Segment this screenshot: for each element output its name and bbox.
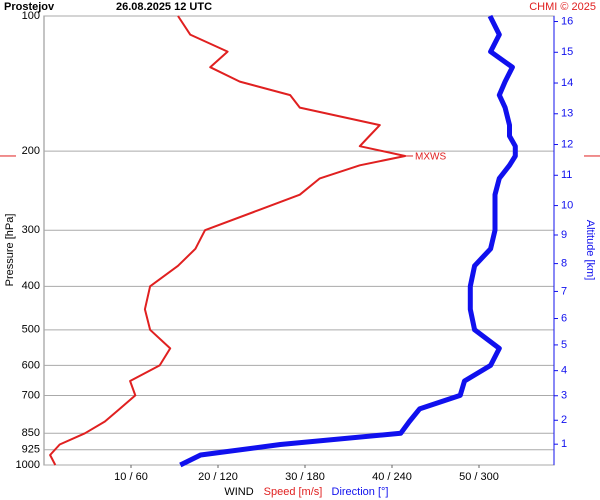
y-tick-label: 850	[22, 427, 40, 439]
time: 26.08.2025 12 UTC	[116, 1, 212, 13]
y2-tick-label: 6	[561, 312, 567, 324]
y-label: Pressure [hPa]	[4, 214, 16, 287]
annotation: MXWS	[415, 152, 446, 163]
profile-line	[179, 14, 518, 468]
legend-direction: Direction [°]	[332, 486, 389, 498]
x-tick-label: 20 / 120	[198, 471, 238, 483]
y-tick-label: 925	[22, 444, 40, 456]
x-tick-label: 30 / 180	[285, 471, 325, 483]
y2-tick-label: 3	[561, 390, 567, 402]
y2-tick-label: 15	[561, 46, 573, 58]
y2-tick-label: 7	[561, 285, 567, 297]
x-label: WIND	[224, 486, 253, 498]
y-tick-label: 500	[22, 324, 40, 336]
y-tick-label: 300	[22, 224, 40, 236]
y-tick-label: 600	[22, 359, 40, 371]
y2-tick-label: 10	[561, 199, 573, 211]
y-tick-label: 700	[22, 389, 40, 401]
y2-tick-label: 8	[561, 258, 567, 270]
x-tick-label: 10 / 60	[114, 471, 148, 483]
y2-label: Altitude [km]	[584, 220, 596, 281]
y2-tick-label: 4	[561, 365, 567, 377]
station: Prostejov	[4, 1, 55, 13]
y2-tick-label: 5	[561, 339, 567, 351]
y-tick-label: 100	[22, 10, 40, 22]
y2-tick-label: 9	[561, 229, 567, 241]
y2-tick-label: 1	[561, 438, 567, 450]
y-tick-label: 400	[22, 280, 40, 292]
y2-tick-label: 11	[561, 169, 572, 181]
profile-line	[49, 15, 407, 466]
y2-tick-label: 2	[561, 414, 567, 426]
y2-tick-label: 14	[561, 77, 573, 89]
plot-frame	[43, 15, 555, 466]
credit: CHMI © 2025	[529, 1, 596, 13]
y2-tick-label: 12	[561, 138, 573, 150]
x-tick-label: 40 / 240	[372, 471, 412, 483]
legend-speed: Speed [m/s]	[264, 486, 323, 498]
y-tick-label: 1000	[16, 459, 40, 471]
y-tick-label: 200	[22, 145, 40, 157]
x-tick-label: 50 / 300	[459, 471, 499, 483]
y2-tick-label: 13	[561, 108, 573, 120]
y2-tick-label: 16	[561, 15, 573, 27]
